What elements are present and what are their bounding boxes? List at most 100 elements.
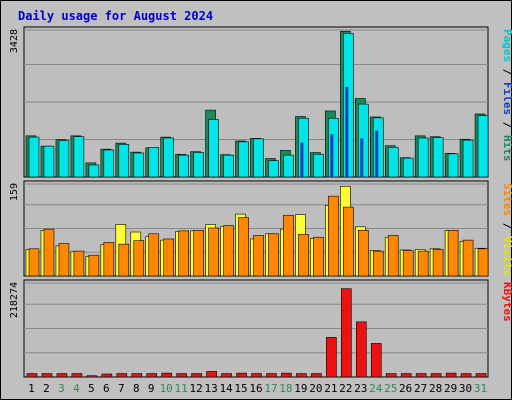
bar-sites	[43, 228, 55, 277]
bar-kbytes	[26, 373, 38, 378]
bar-kbytes	[370, 343, 382, 378]
bar-pages	[283, 154, 294, 178]
bar-pages	[223, 154, 234, 178]
bar-pages	[387, 147, 399, 178]
x-tick-label: 17	[264, 382, 277, 395]
x-tick-label: 24	[369, 382, 383, 395]
bar-sites	[462, 239, 474, 277]
bar-kbytes	[355, 321, 367, 378]
x-tick-label: 16	[249, 382, 262, 395]
x-tick-label: 15	[234, 382, 247, 395]
bar-pages	[462, 139, 474, 178]
x-tick-label: 22	[339, 382, 352, 395]
x-tick-label: 5	[88, 382, 95, 395]
bar-pages	[417, 137, 429, 178]
legend-entry: /	[501, 62, 512, 82]
bar-pages	[118, 144, 130, 178]
x-tick-label: 8	[133, 382, 140, 395]
bar-sites	[88, 254, 100, 277]
bar-pages	[43, 145, 55, 178]
x-tick-label: 10	[160, 382, 173, 395]
bar-kbytes	[116, 373, 128, 378]
x-tick-label: 9	[148, 382, 155, 395]
bar-pages	[238, 141, 249, 178]
bar-kbytes	[176, 373, 187, 378]
x-tick-label: 25	[384, 382, 397, 395]
bar-pages	[402, 157, 414, 178]
bar-pages	[58, 140, 70, 178]
bar-kbytes	[430, 373, 442, 378]
legend-entry: /	[501, 216, 512, 236]
x-tick-label: 14	[219, 382, 233, 395]
x-tick-label: 21	[324, 382, 337, 395]
bar-files	[300, 142, 304, 177]
bar-sites	[178, 230, 189, 277]
bar-kbytes	[161, 372, 173, 378]
bar-kbytes	[296, 373, 307, 378]
bar-pages	[103, 149, 115, 178]
bar-sites	[133, 240, 145, 277]
legend-entry: Hits	[501, 135, 512, 162]
x-tick-label: 26	[399, 382, 412, 395]
bar-sites	[328, 195, 339, 277]
bar-kbytes	[445, 372, 457, 378]
bar-sites	[208, 227, 219, 277]
bar-pages	[253, 138, 264, 178]
bar-sites	[253, 235, 264, 277]
bar-sites	[148, 233, 160, 277]
x-tick-label: 27	[414, 382, 427, 395]
bar-sites	[447, 229, 459, 277]
ymax-label-hits: 3428	[9, 29, 20, 53]
bar-pages	[28, 136, 40, 178]
x-tick-label: 23	[354, 382, 367, 395]
bar-files	[345, 86, 349, 177]
bar-sites	[432, 249, 444, 277]
bar-pages	[313, 153, 324, 178]
bar-files	[375, 130, 379, 177]
bar-sites	[103, 242, 115, 277]
bar-kbytes	[326, 337, 337, 378]
chart-title: Daily usage for August 2024	[18, 9, 213, 23]
x-tick-label: 3	[58, 382, 65, 395]
bar-sites	[298, 234, 309, 277]
bar-sites	[238, 217, 249, 277]
bar-kbytes	[266, 373, 277, 378]
bar-kbytes	[146, 373, 158, 378]
bar-kbytes	[341, 288, 352, 378]
bar-kbytes	[400, 373, 412, 378]
bar-kbytes	[56, 373, 68, 378]
x-tick-label: 18	[279, 382, 292, 395]
bar-sites	[28, 248, 40, 277]
legend-kbytes: KBytes	[501, 282, 512, 322]
bar-sites	[193, 229, 204, 277]
x-tick-label: 6	[103, 382, 110, 395]
legend-visits: Sites / Visits	[501, 183, 512, 276]
legend-entry: KBytes	[501, 282, 512, 322]
bar-pages	[477, 115, 489, 178]
ymax-label-visits: 159	[9, 183, 20, 201]
bar-pages	[88, 164, 100, 178]
bar-sites	[343, 206, 354, 277]
bar-sites	[223, 225, 234, 277]
bar-sites	[357, 229, 369, 277]
bar-sites	[372, 250, 384, 277]
bar-pages	[73, 136, 85, 178]
x-tick-label: 2	[43, 382, 50, 395]
bar-pages	[178, 154, 189, 178]
bar-kbytes	[86, 375, 98, 378]
bar-kbytes	[71, 373, 83, 378]
x-tick-label: 20	[309, 382, 322, 395]
x-tick-label: 29	[444, 382, 457, 395]
bar-kbytes	[460, 373, 472, 378]
bar-kbytes	[281, 372, 292, 378]
legend-hits: Pages / Files / Hits	[501, 29, 512, 162]
bar-sites	[387, 235, 399, 277]
x-tick-label: 30	[459, 382, 472, 395]
legend-entry: Pages	[501, 29, 512, 62]
x-tick-label: 1	[28, 382, 35, 395]
bar-sites	[313, 236, 324, 277]
bar-pages	[148, 147, 160, 178]
bar-pages	[268, 160, 279, 178]
bar-sites	[417, 250, 429, 277]
